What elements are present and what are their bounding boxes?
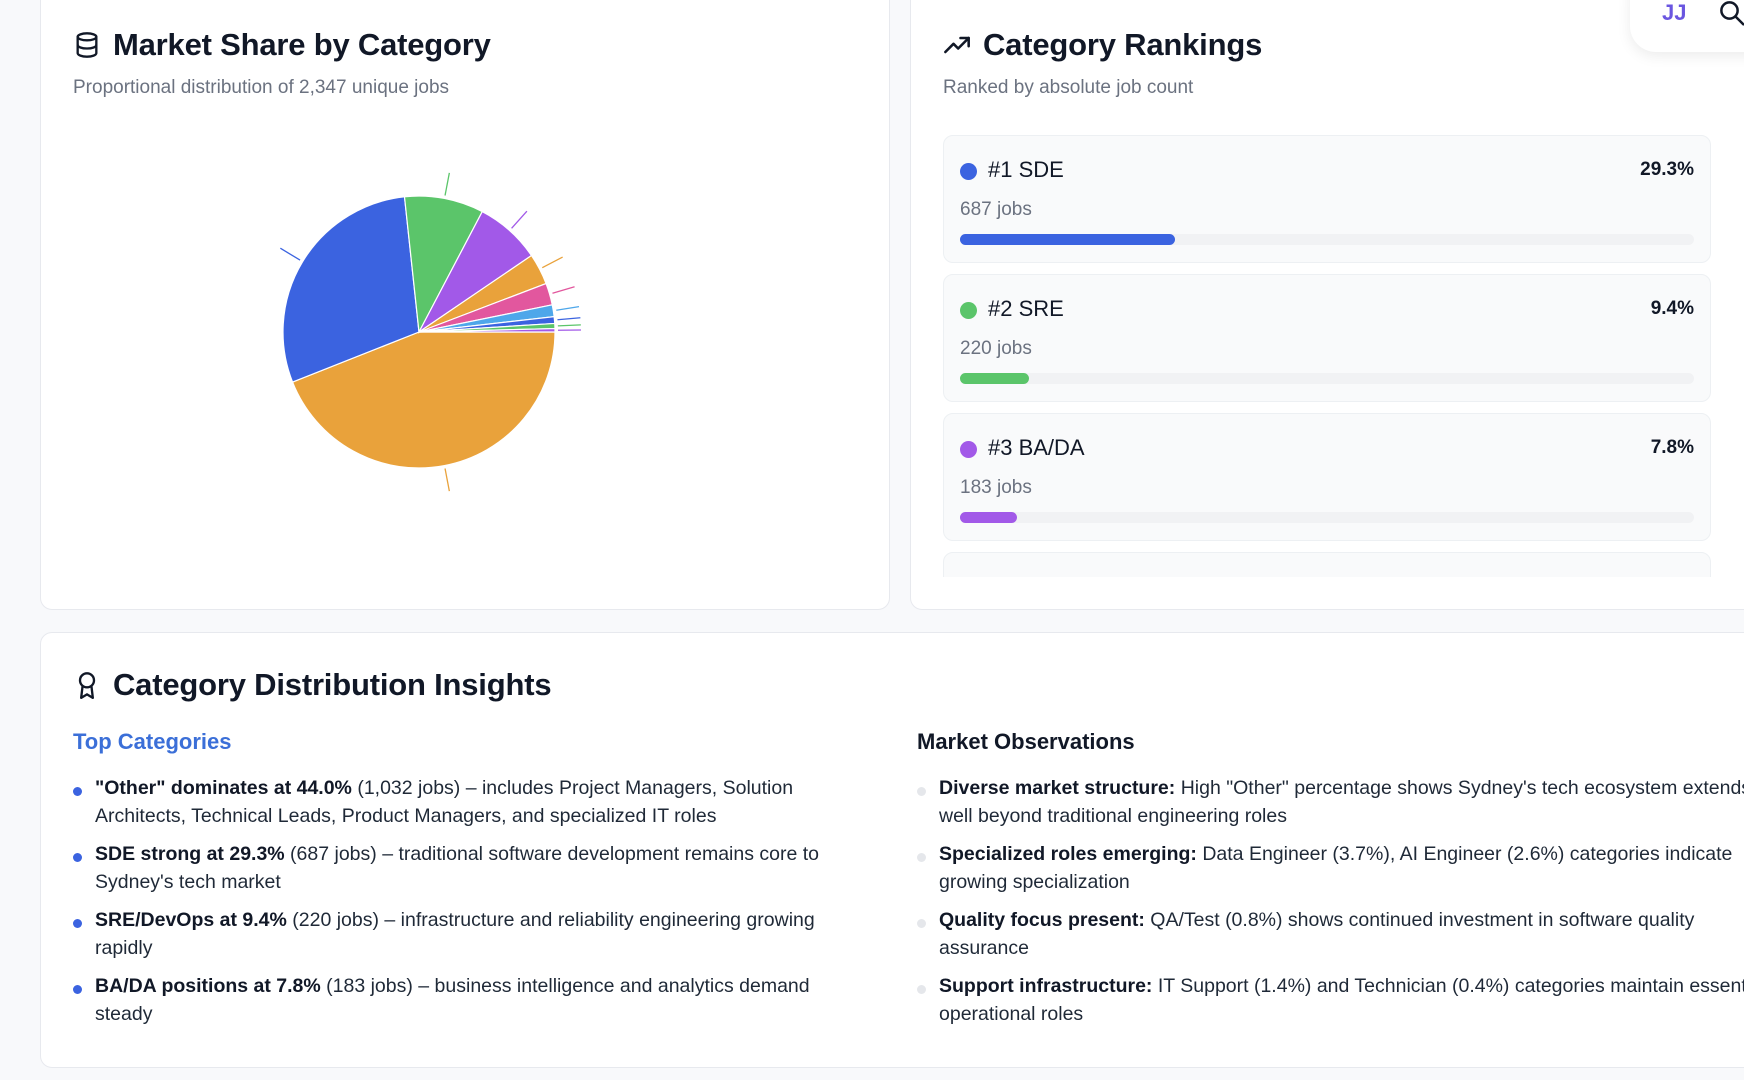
pie-slice[interactable] <box>403 195 484 335</box>
observation-highlight: Specialized roles emerging: <box>939 843 1197 865</box>
ranking-progress-fill <box>960 512 1018 523</box>
ranking-color-dot <box>960 441 977 458</box>
insights-card: Category Distribution Insights Top Categ… <box>40 632 1744 1068</box>
insight-item: SRE/DevOps at 9.4% (220 jobs) – infrastr… <box>73 907 853 962</box>
pie-leader-line <box>444 468 450 492</box>
observation-text: Data Engineer (3.7%), AI Engineer (2.6%)… <box>939 843 1733 893</box>
trending-up-icon <box>944 36 970 54</box>
market-share-card: Market Share by Category Proportional di… <box>40 0 890 610</box>
insight-highlight: BA/DA positions at 7.8% <box>95 975 321 997</box>
ranking-item-ba-da[interactable]: #3 BA/DA 7.8% 183 jobs <box>943 413 1711 541</box>
observation-highlight: Quality focus present: <box>939 909 1145 931</box>
ranking-progress-fill <box>960 373 1029 384</box>
pie-slice[interactable] <box>282 196 420 383</box>
observation-item: Quality focus present: QA/Test (0.8%) sh… <box>917 907 1744 962</box>
insights-title: Category Distribution Insights <box>113 667 552 702</box>
ranking-progress-track <box>960 234 1694 245</box>
insight-item: BA/DA positions at 7.8% (183 jobs) – bus… <box>73 973 853 1028</box>
insight-item: "Other" dominates at 44.0% (1,032 jobs) … <box>73 775 853 830</box>
insight-highlight: SDE strong at 29.3% <box>95 843 285 865</box>
ranking-color-dot <box>960 302 977 319</box>
ranking-name: #2 SRE <box>988 296 1064 321</box>
market-observations-title: Market Observations <box>917 729 1135 754</box>
ranking-percent: 29.3% <box>1640 159 1694 180</box>
market-share-pie-chart <box>280 172 581 492</box>
observation-highlight: Diverse market structure: <box>939 777 1176 799</box>
insight-text: (1,032 jobs) – includes Project Managers… <box>95 777 794 827</box>
ranking-item-sde[interactable]: #1 SDE 29.3% 687 jobs <box>943 135 1711 263</box>
insight-highlight: "Other" dominates at 44.0% <box>95 777 352 799</box>
market-observations-column: Market Observations Diverse market struc… <box>917 729 1744 1039</box>
observation-text: IT Support (1.4%) and Technician (0.4%) … <box>939 975 1744 1025</box>
market-share-header: Market Share by Category <box>73 27 491 63</box>
award-icon <box>78 672 96 699</box>
pie-leader-line <box>557 324 581 327</box>
insight-highlight: SRE/DevOps at 9.4% <box>95 909 287 931</box>
ranking-percent: 7.8% <box>1650 437 1694 458</box>
rankings-list[interactable]: #1 SDE 29.3% 687 jobs #2 SRE 9.4% 220 jo… <box>943 135 1711 577</box>
insight-text: (183 jobs) – business intelligence and a… <box>95 975 810 1025</box>
insight-text: (220 jobs) – infrastructure and reliabil… <box>95 909 815 959</box>
pie-slice[interactable] <box>418 327 556 333</box>
pie-leader-line <box>541 256 563 269</box>
observation-item: Specialized roles emerging: Data Enginee… <box>917 841 1744 896</box>
category-rankings-card: Category Rankings Ranked by absolute job… <box>910 0 1744 610</box>
ranking-item-sre[interactable]: #2 SRE 9.4% 220 jobs <box>943 274 1711 402</box>
observation-item: Support infrastructure: IT Support (1.4%… <box>917 973 1744 1028</box>
ranking-job-count: 220 jobs <box>960 338 1032 359</box>
observation-item: Diverse market structure: High "Other" p… <box>917 775 1744 830</box>
market-share-subtitle: Proportional distribution of 2,347 uniqu… <box>73 77 450 98</box>
ranking-color-dot <box>960 163 977 180</box>
market-share-title: Market Share by Category <box>113 27 491 62</box>
pie-leader-line <box>444 172 450 196</box>
category-rankings-title: Category Rankings <box>983 27 1263 62</box>
pie-leader-line <box>557 317 581 321</box>
category-rankings-header: Category Rankings <box>943 27 1262 63</box>
observation-highlight: Support infrastructure: <box>939 975 1153 997</box>
ranking-name: #1 SDE <box>988 157 1064 182</box>
category-rankings-subtitle: Ranked by absolute job count <box>943 77 1194 98</box>
pie-leader-line <box>511 210 528 229</box>
ranking-progress-track <box>960 512 1694 523</box>
insight-text: (687 jobs) – traditional software develo… <box>95 843 819 893</box>
top-categories-column: Top Categories "Other" dominates at 44.0… <box>73 729 853 1039</box>
pie-leader-line <box>556 306 580 311</box>
insight-item: SDE strong at 29.3% (687 jobs) – traditi… <box>73 841 853 896</box>
pie-leader-line <box>280 247 301 261</box>
user-menu: JJ <box>1630 0 1744 52</box>
ranking-percent: 9.4% <box>1650 298 1694 319</box>
ranking-item-next[interactable] <box>943 552 1711 577</box>
ranking-progress-fill <box>960 234 1176 245</box>
user-avatar[interactable]: JJ <box>1662 0 1687 25</box>
observation-text: QA/Test (0.8%) shows continued investmen… <box>939 909 1695 959</box>
pie-leader-line <box>552 286 575 294</box>
search-icon[interactable] <box>1717 0 1744 28</box>
insights-header: Category Distribution Insights <box>73 667 552 703</box>
top-categories-title: Top Categories <box>73 729 232 754</box>
observation-text: High "Other" percentage shows Sydney's t… <box>939 777 1744 827</box>
pie-slice[interactable] <box>291 331 556 469</box>
database-icon <box>76 32 98 58</box>
ranking-job-count: 183 jobs <box>960 477 1032 498</box>
ranking-progress-track <box>960 373 1694 384</box>
ranking-job-count: 687 jobs <box>960 199 1032 220</box>
ranking-name: #3 BA/DA <box>988 435 1085 460</box>
